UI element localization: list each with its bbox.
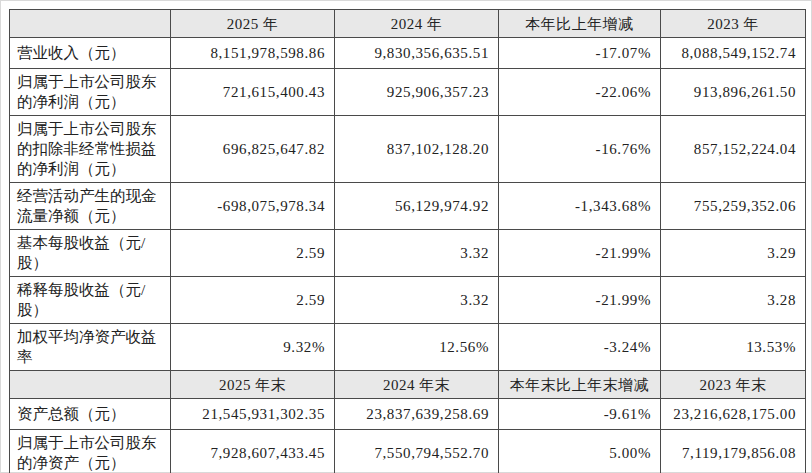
row-label: 营业收入（元） bbox=[10, 38, 171, 69]
cell-2023: 7,119,179,856.08 bbox=[661, 430, 806, 473]
period-end-header-2025: 2025 年末 bbox=[171, 371, 335, 399]
cell-2025: 9.32% bbox=[171, 324, 335, 371]
annual-header-row: 2025 年 2024 年 本年比上年增减 2023 年 bbox=[10, 10, 806, 38]
cell-2023: 23,216,628,175.00 bbox=[661, 399, 806, 430]
row-label: 归属于上市公司股东的净资产（元） bbox=[10, 430, 171, 473]
period-end-header-2023: 2023 年末 bbox=[661, 371, 806, 399]
table-row-diluted-eps: 稀释每股收益（元/股） 2.59 3.32 -21.99% 3.28 bbox=[10, 277, 806, 324]
period-end-header-change: 本年末比上年末增减 bbox=[499, 371, 661, 399]
table-row-net-profit: 归属于上市公司股东的净利润（元） 721,615,400.43 925,906,… bbox=[10, 69, 806, 116]
cell-change: -3.24% bbox=[499, 324, 661, 371]
table-row-net-assets: 归属于上市公司股东的净资产（元） 7,928,607,433.45 7,550,… bbox=[10, 430, 806, 473]
cell-2024: 9,830,356,635.51 bbox=[335, 38, 499, 69]
annual-header-change: 本年比上年增减 bbox=[499, 10, 661, 38]
cell-2024: 23,837,639,258.69 bbox=[335, 399, 499, 430]
row-label: 归属于上市公司股东的扣除非经常性损益的净利润（元） bbox=[10, 116, 171, 183]
cell-2023: 913,896,261.50 bbox=[661, 69, 806, 116]
cell-change: -17.07% bbox=[499, 38, 661, 69]
period-end-header-row: 2025 年末 2024 年末 本年末比上年末增减 2023 年末 bbox=[10, 371, 806, 399]
cell-2023: 755,259,352.06 bbox=[661, 183, 806, 230]
row-label: 加权平均净资产收益率 bbox=[10, 324, 171, 371]
table-row-net-profit-excl-nonrecurring: 归属于上市公司股东的扣除非经常性损益的净利润（元） 696,825,647.82… bbox=[10, 116, 806, 183]
table-row-basic-eps: 基本每股收益（元/股） 2.59 3.32 -21.99% 3.29 bbox=[10, 230, 806, 277]
cell-2023: 13.53% bbox=[661, 324, 806, 371]
cell-2024: 925,906,357.23 bbox=[335, 69, 499, 116]
annual-header-2024: 2024 年 bbox=[335, 10, 499, 38]
cell-2025: 2.59 bbox=[171, 230, 335, 277]
period-end-header-blank-cell bbox=[10, 371, 171, 399]
cell-2025: -698,075,978.34 bbox=[171, 183, 335, 230]
cell-2023: 857,152,224.04 bbox=[661, 116, 806, 183]
cell-2024: 3.32 bbox=[335, 277, 499, 324]
annual-header-2023: 2023 年 bbox=[661, 10, 806, 38]
cell-change: -21.99% bbox=[499, 277, 661, 324]
cell-change: -21.99% bbox=[499, 230, 661, 277]
row-label: 稀释每股收益（元/股） bbox=[10, 277, 171, 324]
row-label: 基本每股收益（元/股） bbox=[10, 230, 171, 277]
table-row-operating-cash-flow: 经营活动产生的现金流量净额（元） -698,075,978.34 56,129,… bbox=[10, 183, 806, 230]
cell-2024: 12.56% bbox=[335, 324, 499, 371]
cell-2024: 7,550,794,552.70 bbox=[335, 430, 499, 473]
cell-2023: 3.28 bbox=[661, 277, 806, 324]
cell-2023: 3.29 bbox=[661, 230, 806, 277]
cell-change: 5.00% bbox=[499, 430, 661, 473]
cell-change: -16.76% bbox=[499, 116, 661, 183]
cell-2024: 837,102,128.20 bbox=[335, 116, 499, 183]
cell-2024: 3.32 bbox=[335, 230, 499, 277]
cell-2025: 8,151,978,598.86 bbox=[171, 38, 335, 69]
annual-header-2025: 2025 年 bbox=[171, 10, 335, 38]
cell-change: -1,343.68% bbox=[499, 183, 661, 230]
row-label: 归属于上市公司股东的净利润（元） bbox=[10, 69, 171, 116]
annual-header-blank-cell bbox=[10, 10, 171, 38]
cell-change: -22.06% bbox=[499, 69, 661, 116]
cell-2023: 8,088,549,152.74 bbox=[661, 38, 806, 69]
report-page: 2025 年 2024 年 本年比上年增减 2023 年 营业收入（元） 8,1… bbox=[0, 0, 812, 473]
cell-2025: 721,615,400.43 bbox=[171, 69, 335, 116]
period-end-header-2024: 2024 年末 bbox=[335, 371, 499, 399]
table-row-weighted-avg-roe: 加权平均净资产收益率 9.32% 12.56% -3.24% 13.53% bbox=[10, 324, 806, 371]
row-label: 资产总额（元） bbox=[10, 399, 171, 430]
table-row-total-assets: 资产总额（元） 21,545,931,302.35 23,837,639,258… bbox=[10, 399, 806, 430]
table-row-revenue: 营业收入（元） 8,151,978,598.86 9,830,356,635.5… bbox=[10, 38, 806, 69]
cell-2024: 56,129,974.92 bbox=[335, 183, 499, 230]
cell-2025: 696,825,647.82 bbox=[171, 116, 335, 183]
cell-change: -9.61% bbox=[499, 399, 661, 430]
cell-2025: 7,928,607,433.45 bbox=[171, 430, 335, 473]
cell-2025: 2.59 bbox=[171, 277, 335, 324]
row-label: 经营活动产生的现金流量净额（元） bbox=[10, 183, 171, 230]
financial-summary-table: 2025 年 2024 年 本年比上年增减 2023 年 营业收入（元） 8,1… bbox=[9, 9, 806, 473]
cell-2025: 21,545,931,302.35 bbox=[171, 399, 335, 430]
